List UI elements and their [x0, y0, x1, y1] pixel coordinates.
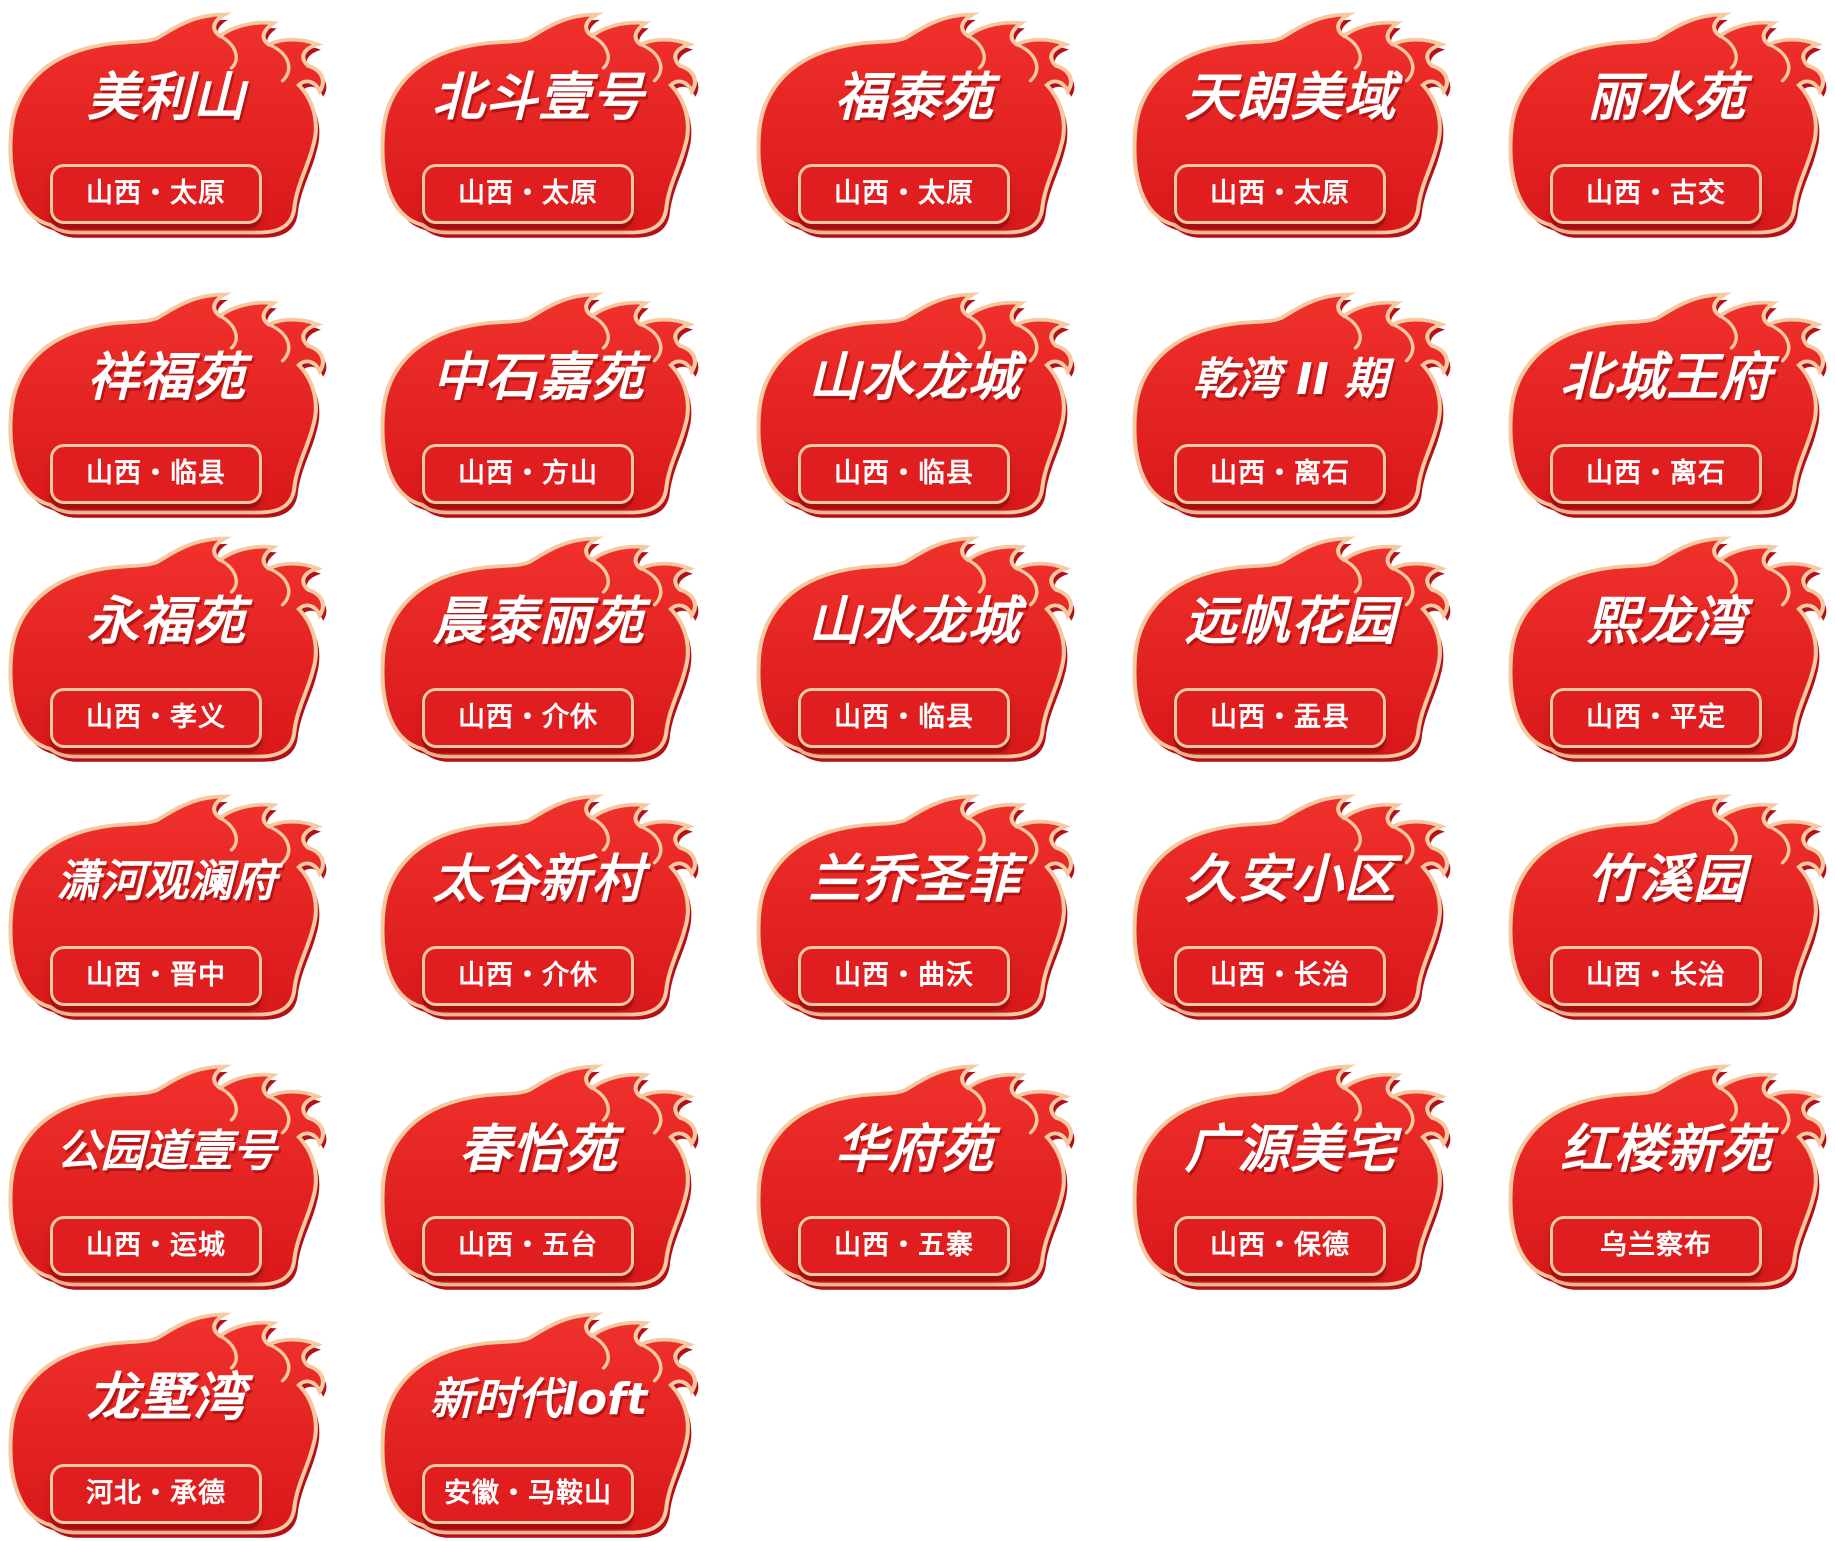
- project-name: 祥福苑: [86, 348, 246, 408]
- project-badge: 新时代loft 安徽・马鞍山: [376, 1306, 701, 1541]
- location-pill: 山西・太原: [798, 164, 1010, 224]
- project-name: 天朗美域: [1184, 68, 1397, 128]
- project-name: 美利山: [86, 68, 246, 128]
- project-name: 竹溪园: [1586, 850, 1746, 910]
- project-name: 中石嘉苑: [432, 348, 645, 408]
- location-pill: 山西・太原: [422, 164, 634, 224]
- project-badge: 太谷新村山西・介休: [376, 788, 701, 1023]
- location-pill: 山西・太原: [1174, 164, 1386, 224]
- project-badge: 山水龙城山西・临县: [752, 530, 1077, 765]
- location-pill: 山西・平定: [1550, 688, 1762, 748]
- project-name: 广源美宅: [1184, 1120, 1397, 1180]
- project-name: 潇河观澜府: [56, 856, 277, 907]
- location-pill: 山西・临县: [798, 688, 1010, 748]
- location-pill: 山西・保德: [1174, 1216, 1386, 1276]
- project-badge: 熙龙湾山西・平定: [1504, 530, 1829, 765]
- project-badge: 永福苑山西・孝义: [4, 530, 329, 765]
- project-badge: 祥福苑山西・临县: [4, 286, 329, 521]
- location-pill: 山西・孝义: [50, 688, 262, 748]
- location-pill: 乌兰察布: [1550, 1216, 1762, 1276]
- project-name: 久安小区: [1184, 850, 1397, 910]
- project-name: 兰乔圣菲: [808, 850, 1021, 910]
- project-name: 太谷新村: [432, 850, 645, 910]
- project-name: 远帆花园: [1184, 592, 1397, 652]
- location-pill: 山西・离石: [1174, 444, 1386, 504]
- project-badge: 红楼新苑乌兰察布: [1504, 1058, 1829, 1293]
- project-badge: 福泰苑山西・太原: [752, 6, 1077, 241]
- project-badge: 中石嘉苑山西・方山: [376, 286, 701, 521]
- project-badge: 丽水苑山西・古交: [1504, 6, 1829, 241]
- project-name: 龙墅湾: [86, 1368, 246, 1428]
- project-name: 永福苑: [86, 592, 246, 652]
- project-badge: 兰乔圣菲山西・曲沃: [752, 788, 1077, 1023]
- project-name: 熙龙湾: [1586, 592, 1746, 652]
- location-pill: 山西・古交: [1550, 164, 1762, 224]
- project-badge: 北斗壹号山西・太原: [376, 6, 701, 241]
- location-pill: 山西・临县: [50, 444, 262, 504]
- location-pill: 山西・介休: [422, 946, 634, 1006]
- project-badge: 乾湾 II 期山西・离石: [1128, 286, 1453, 521]
- location-pill: 山西・五台: [422, 1216, 634, 1276]
- location-pill: 山西・晋中: [50, 946, 262, 1006]
- project-badge: 北城王府山西・离石: [1504, 286, 1829, 521]
- location-pill: 山西・长治: [1550, 946, 1762, 1006]
- location-pill: 山西・五寨: [798, 1216, 1010, 1276]
- location-pill: 山西・曲沃: [798, 946, 1010, 1006]
- project-name: 北城王府: [1560, 348, 1773, 408]
- project-badge: 久安小区山西・长治: [1128, 788, 1453, 1023]
- location-pill: 山西・运城: [50, 1216, 262, 1276]
- location-pill: 山西・离石: [1550, 444, 1762, 504]
- project-name: 丽水苑: [1586, 68, 1746, 128]
- project-badge: 美利山山西・太原: [4, 6, 329, 241]
- location-pill: 山西・介休: [422, 688, 634, 748]
- project-badge: 广源美宅山西・保德: [1128, 1058, 1453, 1293]
- project-name: 福泰苑: [834, 68, 994, 128]
- location-pill: 山西・临县: [798, 444, 1010, 504]
- location-pill: 安徽・马鞍山: [422, 1464, 634, 1524]
- project-badge: 竹溪园山西・长治: [1504, 788, 1829, 1023]
- project-name: 乾湾 II 期: [1192, 354, 1389, 405]
- location-pill: 河北・承德: [50, 1464, 262, 1524]
- project-badge: 龙墅湾河北・承德: [4, 1306, 329, 1541]
- project-name: 春怡苑: [458, 1120, 618, 1180]
- project-badge: 远帆花园山西・盂县: [1128, 530, 1453, 765]
- location-pill: 山西・盂县: [1174, 688, 1386, 748]
- project-name: 山水龙城: [808, 348, 1021, 408]
- project-name: 晨泰丽苑: [432, 592, 645, 652]
- location-pill: 山西・方山: [422, 444, 634, 504]
- project-badge: 晨泰丽苑山西・介休: [376, 530, 701, 765]
- project-badge: 天朗美域山西・太原: [1128, 6, 1453, 241]
- project-badge: 山水龙城山西・临县: [752, 286, 1077, 521]
- project-name: 华府苑: [834, 1120, 994, 1180]
- project-name: 山水龙城: [808, 592, 1021, 652]
- project-badge: 潇河观澜府山西・晋中: [4, 788, 329, 1023]
- project-name: 北斗壹号: [432, 68, 645, 128]
- project-badge: 华府苑山西・五寨: [752, 1058, 1077, 1293]
- location-pill: 山西・太原: [50, 164, 262, 224]
- project-name: 红楼新苑: [1560, 1120, 1773, 1180]
- location-pill: 山西・长治: [1174, 946, 1386, 1006]
- project-badge: 公园道壹号山西・运城: [4, 1058, 329, 1293]
- project-name: 公园道壹号: [56, 1126, 277, 1177]
- project-badge: 春怡苑山西・五台: [376, 1058, 701, 1293]
- project-name: 新时代loft: [429, 1374, 648, 1425]
